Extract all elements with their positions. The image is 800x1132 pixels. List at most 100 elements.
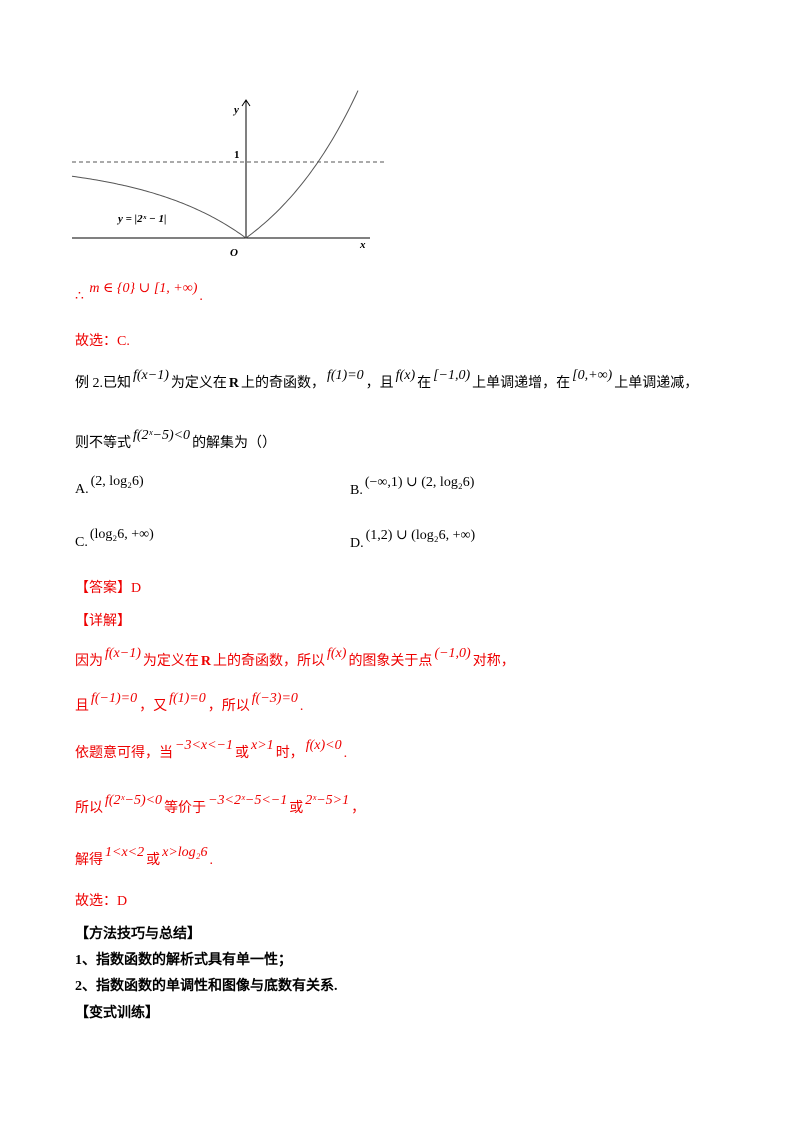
text-line: ∴ m ∈ {0} ∪ [1, +∞).	[75, 281, 203, 305]
text-line: 【变式训练】	[75, 1002, 159, 1022]
text: 故选：C.	[75, 334, 130, 349]
text: 对称，	[472, 654, 515, 669]
text-line: 【方法技巧与总结】	[75, 923, 201, 943]
option-text: (−∞,1) ∪ (2, log₂6)	[364, 475, 475, 490]
option: B.(−∞,1) ∪ (2, log₂6)	[350, 475, 476, 499]
text-line: 所以f(2ˣ−5)<0等价于−3<2ˣ−5<−1或2ˣ−5>1，	[75, 793, 366, 817]
text-line: 2、指数函数的单调性和图像与底数有关系.	[75, 975, 338, 995]
text-line: 【答案】D	[75, 577, 141, 597]
text: 【详解】	[75, 614, 131, 629]
formula: x>log₂6	[162, 845, 208, 860]
formula: 2ˣ−5>1	[305, 793, 350, 808]
option-letter: A.	[75, 482, 89, 497]
text: 为定义在	[170, 376, 227, 391]
text: 依题意可得，当	[75, 746, 173, 761]
text: 【方法技巧与总结】	[75, 927, 201, 942]
text: 且	[75, 699, 89, 714]
text-line: 故选：D	[75, 890, 127, 910]
text: 时，	[275, 746, 304, 761]
formula: f(2ˣ−5)<0	[133, 428, 191, 443]
curve-label: y = |2ˣ − 1|	[116, 213, 166, 225]
formula: f(x)	[327, 646, 347, 661]
text: 上单调递减，	[614, 376, 699, 391]
text: ）	[262, 436, 277, 451]
formula: [−1,0)	[433, 368, 471, 383]
text: 因为	[75, 654, 103, 669]
option-letter: D.	[350, 536, 364, 551]
text: ，又	[139, 699, 168, 714]
text: ，	[351, 801, 366, 816]
text: .	[209, 853, 214, 868]
origin-label: O	[230, 247, 238, 259]
option-text: (2, log₂6)	[90, 474, 144, 489]
formula: m ∈ {0} ∪ [1, +∞)	[89, 281, 198, 296]
text-line: 1、指数函数的解析式具有单一性；	[75, 949, 292, 969]
text-line: 解得1<x<2或x>log₂6.	[75, 845, 214, 869]
option: A.(2, log₂6)	[75, 474, 146, 498]
text: ∴	[75, 289, 88, 304]
text: 上的奇函数，	[241, 376, 325, 391]
text: 1、指数函数的解析式具有单一性；	[75, 953, 292, 968]
text: 的解集为（	[192, 436, 263, 451]
option-letter: B.	[350, 483, 363, 498]
formula: x>1	[251, 738, 274, 753]
formula: −3<2ˣ−5<−1	[208, 793, 288, 808]
text-line: 且f(−1)=0，又f(1)=0，所以f(−3)=0.	[75, 691, 304, 715]
formula: −3<x<−1	[175, 738, 234, 753]
text: 的图象关于点	[348, 654, 433, 669]
option-text: (1,2) ∪ (log₂6, +∞)	[365, 528, 476, 543]
text: 例 2.已知	[75, 376, 131, 391]
text: 【变式训练】	[75, 1006, 159, 1021]
formula: [0,+∞)	[572, 368, 613, 383]
text: 所以	[75, 801, 103, 816]
x-label: x	[359, 239, 366, 251]
text: .	[199, 289, 203, 304]
text: 故选：D	[75, 894, 128, 909]
formula: (−1,0)	[434, 646, 471, 661]
formula: R	[228, 376, 239, 391]
text-line: 故选：C.	[75, 330, 130, 350]
option: D.(1,2) ∪ (log₂6, +∞)	[350, 528, 477, 552]
text-line: 因为f(x−1)为定义在 R 上的奇函数，所以f(x)的图象关于点(−1,0)对称，	[75, 646, 515, 670]
text-line: 例 2.已知f(x−1)为定义在 R 上的奇函数，f(1)=0，且f(x)在[−1,…	[75, 368, 699, 392]
y-label: y	[232, 104, 239, 116]
text: ，且	[365, 376, 394, 391]
option-text: (log₂6, +∞)	[89, 527, 154, 542]
formula: f(x)<0	[305, 738, 342, 753]
text: .	[343, 746, 348, 761]
text: ，所以	[207, 699, 250, 714]
formula: f(2ˣ−5)<0	[105, 793, 163, 808]
formula: f(−1)=0	[91, 691, 138, 706]
text: 或	[235, 746, 250, 761]
text: 【答案】D	[75, 581, 142, 596]
option-letter: C.	[75, 535, 88, 550]
text-line: 则不等式f(2ˣ−5)<0的解集为（）	[75, 428, 277, 452]
text: 或	[289, 801, 304, 816]
text: 解得	[75, 853, 103, 868]
one-label: 1	[234, 149, 240, 161]
formula: 1<x<2	[105, 845, 145, 860]
text: 或	[146, 853, 161, 868]
text: 2、指数函数的单调性和图像与底数有关系.	[75, 979, 338, 994]
text-line: 【详解】	[75, 610, 131, 630]
text: .	[299, 699, 304, 714]
curve	[71, 90, 359, 239]
text: 在	[417, 376, 432, 391]
arrow	[241, 99, 251, 107]
graph: y 1 O x y = |2ˣ − 1|	[71, 90, 385, 259]
formula: f(x)	[395, 368, 416, 383]
text: 则不等式	[75, 436, 131, 451]
formula: R	[200, 654, 211, 669]
text-line: 依题意可得，当−3<x<−1或x>1时，f(x)<0.	[75, 738, 348, 762]
text: 等价于	[164, 801, 207, 816]
option: C.(log₂6, +∞)	[75, 527, 156, 551]
text: 上的奇函数，所以	[213, 654, 325, 669]
text: 为定义在	[142, 654, 199, 669]
formula: f(1)=0	[327, 368, 364, 383]
formula: f(−3)=0	[251, 691, 298, 706]
text: 上单调递增，在	[472, 376, 571, 391]
formula: f(x−1)	[105, 646, 141, 661]
formula: f(1)=0	[169, 691, 206, 706]
formula: f(x−1)	[133, 368, 169, 383]
